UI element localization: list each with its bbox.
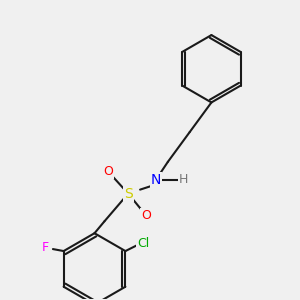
Text: H: H (179, 173, 188, 186)
Text: S: S (124, 187, 133, 201)
Text: O: O (141, 209, 151, 222)
Text: Cl: Cl (137, 237, 149, 250)
Text: O: O (103, 165, 113, 178)
Text: F: F (42, 241, 50, 254)
Text: N: N (151, 173, 161, 187)
